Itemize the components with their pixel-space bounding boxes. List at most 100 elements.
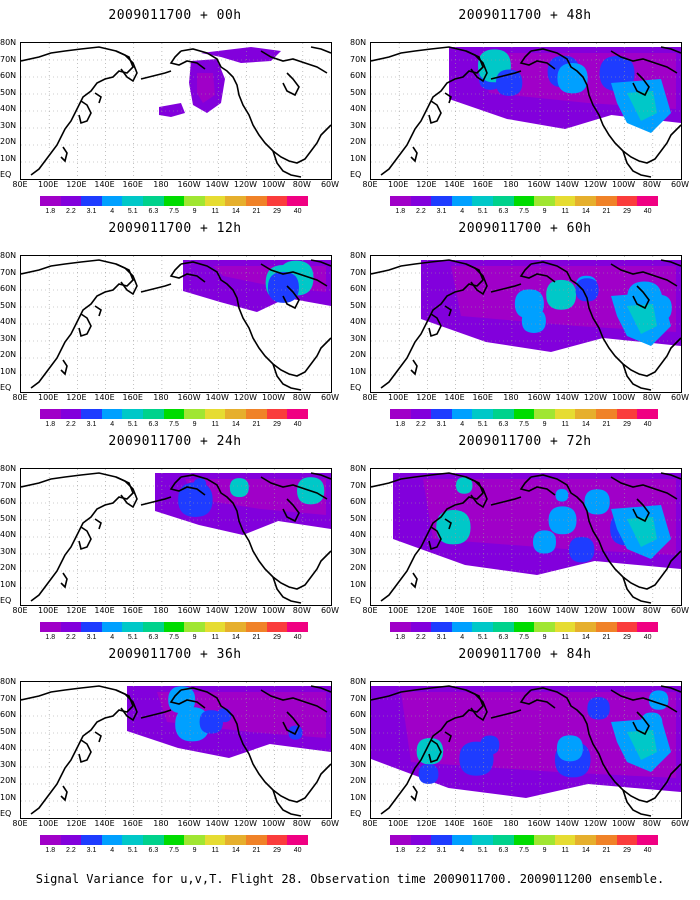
longitude-label: 80W: [292, 606, 311, 615]
latitude-label: 70N: [0, 693, 17, 703]
colorbar-swatch: [246, 835, 267, 845]
longitude-label: 80W: [642, 180, 661, 189]
coastline: [428, 100, 442, 125]
colorbar-swatch: [493, 622, 514, 632]
longitude-label: 120W: [233, 393, 258, 402]
latitude-label: 80N: [0, 677, 17, 686]
longitude-label: 160E: [122, 819, 143, 828]
coastline: [530, 48, 681, 164]
colorbar-label: 5.1: [127, 847, 138, 854]
variance-shading: [229, 478, 249, 498]
colorbar-label: 2.2: [416, 847, 426, 854]
colorbar: [390, 196, 658, 206]
colorbar-label: 11: [211, 634, 219, 641]
colorbar-label: 1.8: [395, 847, 406, 854]
longitude-label: 120W: [233, 819, 258, 828]
longitude-label: 80E: [12, 180, 28, 189]
coastline: [180, 687, 331, 803]
longitude-label: 100W: [612, 819, 636, 828]
latitude-label: 50N: [0, 726, 17, 736]
colorbar-label: 11: [211, 847, 219, 854]
coastline: [94, 305, 102, 317]
longitude-label: 160W: [527, 819, 551, 828]
coastline: [530, 474, 681, 590]
colorbar-label: 2.2: [416, 421, 426, 428]
coastline: [115, 689, 138, 722]
map-plot: [370, 681, 682, 819]
coastline: [610, 476, 678, 500]
latitude-label: 40N: [350, 317, 367, 326]
longitude-label: 160W: [527, 393, 551, 402]
coastline: [465, 50, 488, 83]
variance-shading: [197, 73, 215, 103]
longitude-label: 160E: [122, 393, 143, 402]
longitude-label: 100W: [612, 393, 636, 402]
latitude-label: 50N: [0, 513, 17, 523]
longitude-label: 120E: [416, 606, 437, 615]
colorbar-swatch: [163, 409, 185, 419]
latitude-label: 50N: [350, 300, 367, 310]
colorbar-swatch: [81, 622, 102, 632]
colorbar-label: 1.8: [395, 634, 406, 641]
longitude-label: 120E: [66, 393, 87, 402]
coastline: [610, 50, 678, 74]
colorbar-swatch: [451, 835, 473, 845]
latitude-label: 80N: [350, 464, 367, 473]
latitude-label: 10N: [350, 579, 367, 589]
colorbar: [40, 835, 308, 845]
colorbar-label: 21: [252, 634, 261, 641]
variance-shading: [557, 63, 588, 94]
colorbar-swatch: [390, 835, 411, 845]
colorbar-swatch: [451, 622, 473, 632]
coastline: [169, 689, 206, 709]
colorbar-swatch: [225, 622, 247, 632]
colorbar-label: 5.1: [127, 634, 138, 641]
variance-shading: [185, 479, 326, 515]
colorbar-label: 3.1: [86, 847, 97, 854]
colorbar-label: 4: [110, 847, 115, 854]
colorbar-label: 9: [542, 421, 547, 428]
longitude-label: 160W: [527, 606, 551, 615]
longitude-label: 100W: [262, 393, 286, 402]
longitude-label: 120W: [583, 180, 608, 189]
latitude-label: 20N: [350, 137, 367, 146]
coastline: [490, 70, 522, 80]
variance-shading: [480, 735, 500, 755]
longitude-label: 160E: [122, 180, 143, 189]
colorbar-swatch: [143, 409, 164, 419]
colorbar-labels: 1.8 2.2 3.1 4 5.1 6.3 7.5 9 11 14 21 29 40: [40, 847, 308, 857]
variance-shading: [548, 506, 577, 535]
latitude-label: 20N: [0, 776, 17, 785]
coastline: [371, 472, 484, 602]
colorbar-label: 7.5: [519, 847, 529, 854]
longitude-label: 140E: [94, 393, 115, 402]
coastline: [180, 474, 331, 590]
panel-title: 2009011700 + 72h: [458, 434, 592, 449]
coastline: [410, 359, 418, 376]
longitude-label: 120E: [416, 393, 437, 402]
longitude-label: 100E: [388, 180, 409, 189]
colorbar-labels: 1.8 2.2 3.1 4 5.1 6.3 7.5 9 11 14 21 29 40: [390, 634, 658, 644]
colorbar-label: 1.8: [45, 208, 56, 215]
colorbar-swatch: [60, 622, 82, 632]
coastline: [169, 263, 206, 283]
colorbar-swatch: [431, 196, 452, 206]
colorbar-swatch: [472, 196, 494, 206]
variance-shading: [418, 764, 439, 784]
map-svg: [21, 469, 331, 605]
longitude-label: 80E: [12, 393, 28, 402]
coastline: [428, 313, 442, 338]
figure-caption: Signal Variance for u,v,T. Flight 28. Ob…: [35, 872, 665, 886]
colorbar: [390, 835, 658, 845]
longitude-label: 160W: [177, 606, 201, 615]
latitude-label: 30N: [0, 120, 17, 130]
colorbar-label: 21: [252, 421, 261, 428]
latitude-label: 80N: [0, 464, 17, 473]
colorbar-label: 40: [643, 421, 652, 428]
colorbar-label: 5.1: [127, 421, 138, 428]
colorbar-swatch: [534, 835, 555, 845]
variance-shading: [555, 488, 569, 502]
colorbar-label: 29: [623, 847, 631, 854]
latitude-label: 80N: [350, 38, 367, 47]
longitude-label: 80W: [642, 819, 661, 828]
